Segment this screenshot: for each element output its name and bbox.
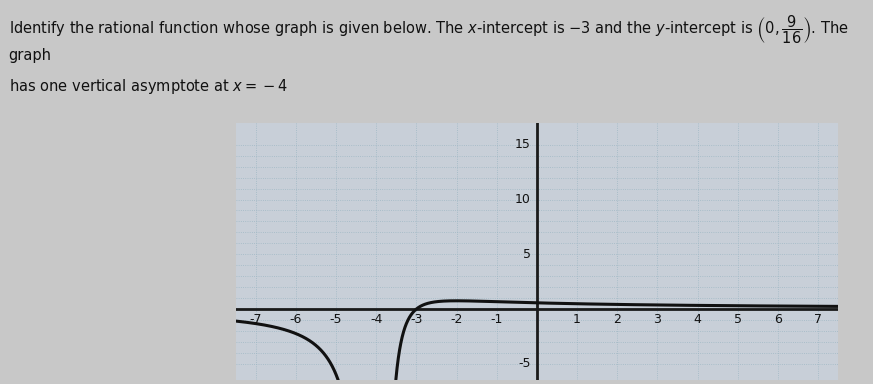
Text: 6: 6 <box>773 313 782 326</box>
Text: -3: -3 <box>410 313 423 326</box>
Text: 5: 5 <box>523 248 531 261</box>
Text: -5: -5 <box>519 357 531 370</box>
Text: has one vertical asymptote at $x=-4$: has one vertical asymptote at $x=-4$ <box>9 77 287 96</box>
Text: 3: 3 <box>653 313 662 326</box>
Text: 1: 1 <box>573 313 581 326</box>
Text: 5: 5 <box>733 313 742 326</box>
Text: 7: 7 <box>814 313 822 326</box>
Text: Identify the rational function whose graph is given below. The $x$-intercept is : Identify the rational function whose gra… <box>9 13 849 63</box>
Text: -5: -5 <box>330 313 342 326</box>
Text: -6: -6 <box>290 313 302 326</box>
Text: 4: 4 <box>693 313 702 326</box>
Text: 15: 15 <box>515 138 531 151</box>
Text: -4: -4 <box>370 313 382 326</box>
Text: -7: -7 <box>250 313 262 326</box>
Text: 10: 10 <box>515 193 531 206</box>
Text: 2: 2 <box>613 313 622 326</box>
Text: -1: -1 <box>491 313 503 326</box>
Text: -2: -2 <box>450 313 463 326</box>
